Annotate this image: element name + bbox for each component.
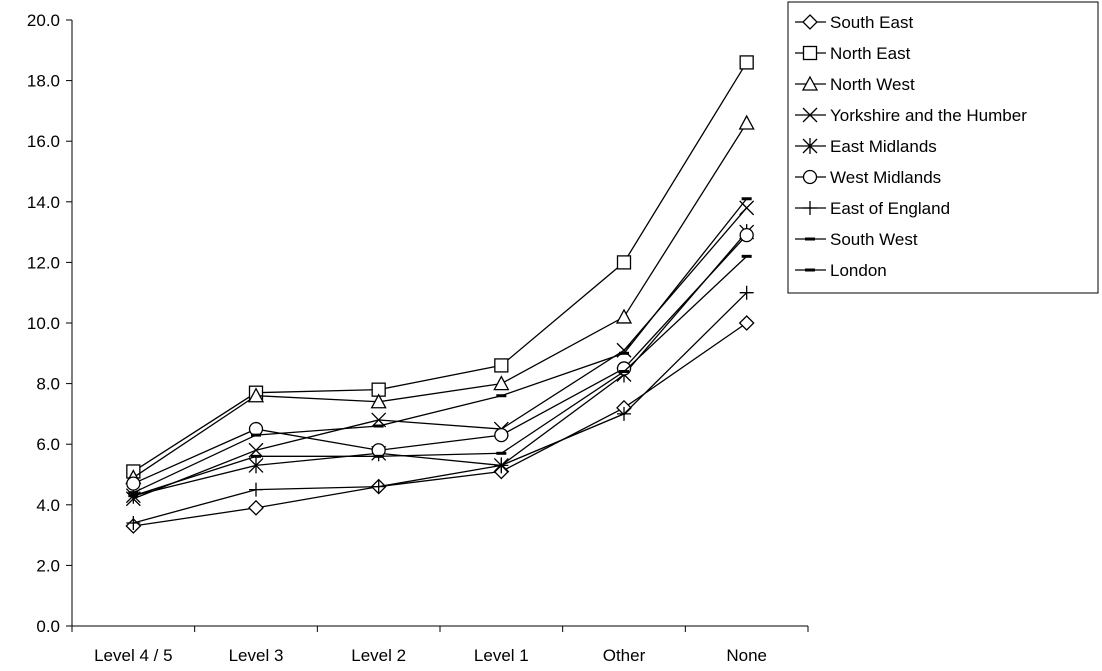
series-north-east — [126, 55, 754, 479]
y-tick-label: 0.0 — [36, 617, 60, 636]
marker-triangle — [738, 114, 755, 130]
marker-x — [802, 107, 818, 123]
legend-label: South East — [830, 13, 913, 32]
chart-axes: 0.0 2.0 4.0 6.0 8.0 10.0 12.0 14.0 16.0 18.0 20.0 L… — [27, 11, 809, 665]
marker-circle — [616, 361, 632, 376]
legend-label: North West — [830, 75, 915, 94]
series-line — [133, 255, 748, 497]
series-line — [133, 292, 748, 524]
series-line — [133, 198, 748, 494]
y-tick-label: 16.0 — [27, 132, 60, 151]
legend-label: East of England — [830, 199, 950, 218]
x-tick-label: Level 1 — [474, 646, 529, 665]
y-tick-label: 6.0 — [36, 435, 60, 454]
legend-label: East Midlands — [830, 137, 937, 156]
marker-plus — [249, 482, 263, 497]
marker-plus — [494, 458, 509, 473]
legend-entry: Yorkshire and the Humber — [795, 106, 1027, 125]
marker-asterisk — [802, 138, 818, 154]
x-tick-label: None — [726, 646, 767, 665]
marker-square — [739, 55, 754, 70]
legend-entry: London — [795, 261, 887, 280]
y-tick-label: 14.0 — [27, 193, 60, 212]
y-tick-label: 8.0 — [36, 375, 60, 394]
y-tick-label: 2.0 — [36, 556, 60, 575]
x-tick-label: Level 4 / 5 — [94, 646, 172, 665]
legend-entry: East of England — [795, 199, 950, 218]
series-east-of-england — [126, 285, 754, 530]
legend-box — [787, 1, 1099, 294]
marker-square — [494, 358, 509, 373]
series-line — [132, 122, 748, 479]
marker-circle — [739, 227, 754, 243]
marker-triangle — [370, 393, 387, 409]
marker-circle — [802, 169, 818, 185]
marker-triangle — [493, 375, 510, 391]
marker-circle — [371, 443, 386, 458]
legend-entry: South West — [795, 230, 918, 249]
series-east-midlands — [125, 224, 755, 504]
y-tick-label: 18.0 — [27, 72, 60, 91]
marker-triangle — [247, 387, 265, 403]
marker-circle — [126, 476, 141, 491]
legend-label: Yorkshire and the Humber — [830, 106, 1027, 125]
marker-square — [802, 45, 818, 61]
series-yorkshire-and-the-humber — [125, 200, 755, 507]
marker-circle — [494, 427, 509, 443]
legend-entry: North East — [795, 44, 911, 63]
marker-x — [739, 200, 755, 216]
x-tick-label: Other — [603, 646, 646, 665]
marker-asterisk — [248, 457, 264, 474]
legend-label: London — [830, 261, 887, 280]
legend-label: South West — [830, 230, 918, 249]
series-south-west — [128, 254, 752, 498]
marker-plus — [617, 406, 631, 421]
marker-triangle — [801, 75, 819, 91]
series-layer — [125, 55, 755, 534]
chart-legend: South East North East North West Yorkshire … — [787, 1, 1099, 294]
series-line — [133, 234, 748, 485]
series-west-midlands — [126, 227, 754, 491]
legend-label: West Midlands — [830, 168, 941, 187]
marker-circle — [248, 421, 264, 437]
y-tick-label: 20.0 — [27, 11, 60, 30]
legend-entry: East Midlands — [795, 137, 937, 156]
series-line — [132, 62, 748, 473]
series-line — [133, 231, 748, 497]
marker-triangle — [615, 308, 633, 324]
legend-entry: West Midlands — [795, 168, 941, 187]
legend-label: North East — [830, 44, 911, 63]
x-tick-label: Level 2 — [351, 646, 406, 665]
marker-plus — [739, 285, 754, 300]
marker-diamond — [248, 499, 264, 516]
marker-plus — [126, 515, 141, 530]
legend-entry: South East — [795, 13, 913, 32]
series-london — [128, 197, 752, 495]
marker-plus — [803, 201, 817, 215]
marker-diamond — [802, 14, 818, 30]
x-tick-label: Level 3 — [229, 646, 284, 665]
marker-diamond — [738, 315, 755, 331]
y-tick-label: 12.0 — [27, 253, 60, 272]
marker-plus — [371, 479, 386, 494]
marker-square — [616, 255, 632, 270]
series-north-west — [125, 114, 755, 485]
y-tick-label: 10.0 — [27, 314, 60, 333]
y-tick-label: 4.0 — [36, 496, 60, 515]
legend-entry: North West — [795, 75, 915, 94]
